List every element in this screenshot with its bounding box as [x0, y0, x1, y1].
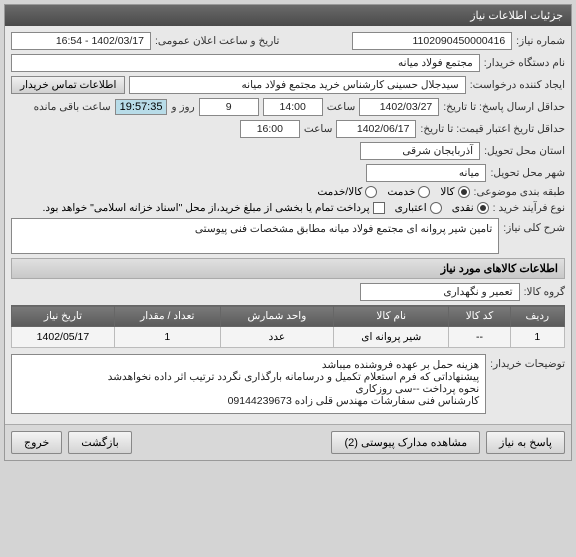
validity-time: 16:00: [240, 120, 300, 138]
buyer-label: نام دستگاه خریدار:: [484, 57, 565, 69]
exit-button[interactable]: خروج: [11, 431, 62, 454]
cat-both-radio[interactable]: کالا/خدمت: [317, 186, 377, 198]
radio-icon: [418, 186, 430, 198]
time-label-1: ساعت: [327, 101, 356, 113]
remain-label: ساعت باقی مانده: [34, 101, 111, 113]
province-label: استان محل تحویل:: [484, 145, 565, 157]
remain-time: 19:57:35: [115, 99, 168, 115]
footer: پاسخ به نیاز مشاهده مدارک پیوستی (2) باز…: [5, 424, 571, 460]
cell-qty: 1: [114, 327, 220, 348]
col-name: نام کالا: [334, 306, 449, 327]
radio-icon: [477, 202, 489, 214]
panel-title: جزئیات اطلاعات نیاز: [5, 5, 571, 26]
cell-date: 1402/05/17: [12, 327, 115, 348]
category-label: طبقه بندی موضوعی:: [474, 186, 565, 198]
buytype-credit-radio[interactable]: اعتباری: [395, 202, 442, 214]
public-date-value: 1402/03/17 - 16:54: [11, 32, 151, 50]
col-row: ردیف: [510, 306, 564, 327]
validity-date: 1402/06/17: [336, 120, 416, 138]
col-date: تاریخ نیاز: [12, 306, 115, 327]
checkbox-icon: [373, 202, 385, 214]
city-value: میانه: [366, 164, 486, 182]
province-value: آذربایجان شرقی: [360, 142, 480, 160]
buyer-value: مجتمع فولاد میانه: [11, 54, 480, 72]
requester-label: ایجاد کننده درخواست:: [470, 79, 565, 91]
category-group: کالا خدمت کالا/خدمت: [317, 186, 469, 198]
buytype-cash-radio[interactable]: نقدی: [452, 202, 489, 214]
radio-icon: [458, 186, 470, 198]
goods-table: ردیف کد کالا نام کالا واحد شمارش تعداد /…: [11, 305, 565, 348]
cell-code: --: [449, 327, 510, 348]
desc-value: تامین شیر پروانه ای مجتمع فولاد میانه مط…: [11, 218, 499, 254]
notes-label: توضیحات خریدار:: [490, 354, 565, 370]
city-label: شهر محل تحویل:: [490, 167, 565, 179]
attachments-button[interactable]: مشاهده مدارک پیوستی (2): [331, 431, 480, 454]
cell-unit: عدد: [220, 327, 333, 348]
panel-body: شماره نیاز: 1102090450000416 تاریخ و ساع…: [5, 26, 571, 424]
back-button[interactable]: بازگشت: [68, 431, 132, 454]
contact-button[interactable]: اطلاعات تماس خریدار: [11, 76, 125, 94]
buytype-label: نوع فرآیند خرید :: [493, 202, 565, 214]
main-panel: جزئیات اطلاعات نیاز شماره نیاز: 11020904…: [4, 4, 572, 461]
cat-kala-radio[interactable]: کالا: [440, 186, 469, 198]
buytype-cash-label: نقدی: [452, 202, 474, 214]
deadline-time: 14:00: [263, 98, 323, 116]
deadline-date: 1402/03/27: [359, 98, 439, 116]
radio-icon: [365, 186, 377, 198]
buytype-credit-label: اعتباری: [395, 202, 427, 214]
table-header-row: ردیف کد کالا نام کالا واحد شمارش تعداد /…: [12, 306, 565, 327]
col-qty: تعداد / مقدار: [114, 306, 220, 327]
credit-note-check[interactable]: پرداخت تمام یا بخشی از مبلغ خرید،از محل …: [42, 202, 384, 214]
credit-note-label: پرداخت تمام یا بخشی از مبلغ خرید،از محل …: [42, 202, 369, 214]
cat-kala-label: کالا: [440, 186, 454, 198]
number-label: شماره نیاز:: [516, 35, 565, 47]
goods-section: اطلاعات کالاهای مورد نیاز: [11, 258, 565, 279]
desc-label: شرح کلی نیاز:: [503, 218, 565, 234]
deadline-label: حداقل ارسال پاسخ: تا تاریخ:: [443, 101, 565, 113]
validity-label: حداقل تاریخ اعتبار قیمت: تا تاریخ:: [420, 123, 565, 135]
public-date-label: تاریخ و ساعت اعلان عمومی:: [155, 35, 279, 47]
cell-n: 1: [510, 327, 564, 348]
cat-both-label: کالا/خدمت: [317, 186, 362, 198]
reply-button[interactable]: پاسخ به نیاز: [486, 431, 565, 454]
cat-service-radio[interactable]: خدمت: [387, 186, 430, 198]
notes-value: هزینه حمل بر عهده فروشنده میباشد پیشنهاد…: [11, 354, 486, 414]
col-unit: واحد شمارش: [220, 306, 333, 327]
cat-service-label: خدمت: [387, 186, 415, 198]
buytype-group: نقدی اعتباری پرداخت تمام یا بخشی از مبلغ…: [42, 202, 488, 214]
days-label: روز و: [171, 101, 194, 113]
number-value: 1102090450000416: [352, 32, 512, 50]
radio-icon: [430, 202, 442, 214]
cell-name: شیر پروانه ای: [334, 327, 449, 348]
requester-value: سیدجلال حسینی کارشناس خرید مجتمع فولاد م…: [129, 76, 465, 94]
time-label-2: ساعت: [304, 123, 333, 135]
group-label: گروه کالا:: [524, 286, 565, 298]
days-value: 9: [199, 98, 259, 116]
table-row[interactable]: 1 -- شیر پروانه ای عدد 1 1402/05/17: [12, 327, 565, 348]
col-code: کد کالا: [449, 306, 510, 327]
group-value: تعمیر و نگهداری: [360, 283, 520, 301]
